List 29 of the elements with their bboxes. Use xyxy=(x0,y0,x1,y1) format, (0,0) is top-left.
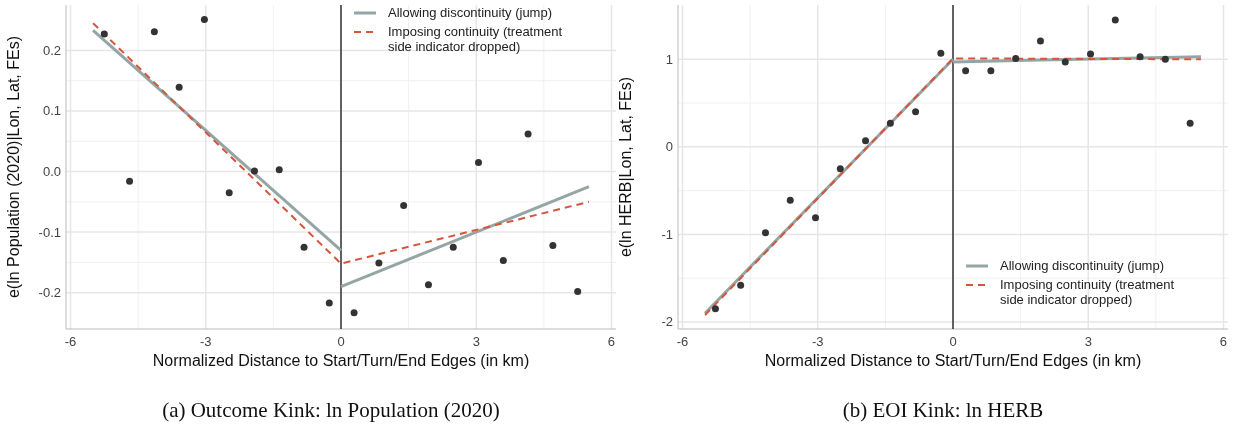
x-tick-label: -3 xyxy=(199,334,212,349)
legend-label: Allowing discontinuity (jump) xyxy=(1000,258,1165,273)
legend-label: Allowing discontinuity (jump) xyxy=(388,5,553,20)
x-tick-label: 0 xyxy=(337,334,345,349)
y-tick-label: -2 xyxy=(661,314,673,330)
x-tick-label: 0 xyxy=(949,334,957,349)
x-tick-label: -6 xyxy=(676,334,689,349)
y-tick-label: 0.0 xyxy=(42,164,61,180)
y-tick-label: 0.2 xyxy=(42,42,61,58)
x-tick-label: 6 xyxy=(607,334,616,349)
y-tick-label: -0.2 xyxy=(38,285,61,301)
x-axis-title: Normalized Distance to Start/Turn/End Edges (in km) xyxy=(764,352,1142,369)
y-tick-label: 1 xyxy=(665,51,673,67)
y-axis-title: e(ln HERB|Lon, Lat, FEs) xyxy=(617,76,634,258)
x-tick-label: 3 xyxy=(1084,334,1092,349)
x-axis-title: Normalized Distance to Start/Turn/End Edges (in km) xyxy=(152,352,530,369)
x-tick-label: 3 xyxy=(472,334,480,349)
x-tick-label: -6 xyxy=(64,334,77,349)
y-tick-label: -1 xyxy=(661,226,673,242)
y-axis-title: e(ln Population (2020)|Lon, Lat, FEs) xyxy=(5,35,22,299)
legend-label: Imposing continuity (treatment side indicator dropped) xyxy=(1000,277,1175,307)
y-tick-label: -0.1 xyxy=(38,224,61,240)
y-tick-label: 0.1 xyxy=(42,103,61,119)
legend-label: Imposing continuity (treatment side indicator dropped) xyxy=(388,24,563,54)
x-tick-label: -3 xyxy=(811,334,824,349)
y-tick-label: 0 xyxy=(665,139,673,155)
text: (a) Outcome Kink: ln Population (2020) xyxy=(162,398,500,422)
x-tick-label: 6 xyxy=(1219,334,1228,349)
text: (b) EOI Kink: ln HERB xyxy=(842,398,1044,422)
